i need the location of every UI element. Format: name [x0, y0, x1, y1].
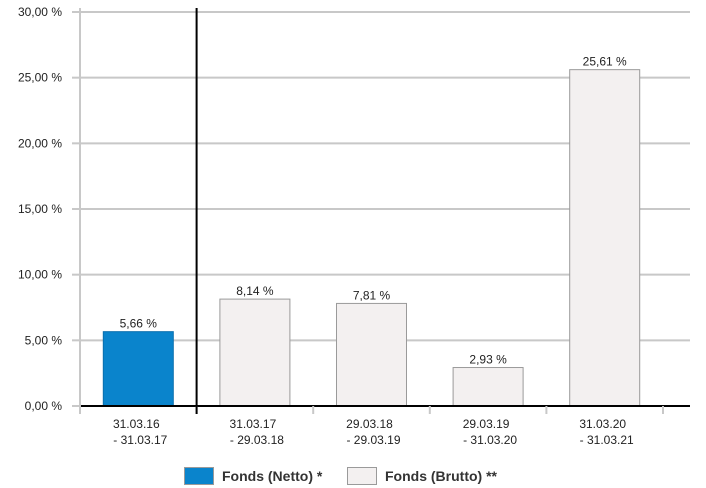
- bars: [102, 69, 641, 407]
- x-tick-label-line1: 31.03.17: [230, 417, 277, 431]
- x-tick-label-line1: 31.03.20: [579, 417, 626, 431]
- bar-value-label: 5,66 %: [120, 317, 158, 331]
- y-tick-label: 30,00 %: [18, 5, 62, 19]
- bar-value-label: 25,61 %: [583, 55, 627, 69]
- y-axis-tick-labels: 0,00 % 5,00 % 10,00 % 15,00 % 20,00 % 25,00 %…: [18, 5, 62, 413]
- axes: [79, 8, 690, 414]
- bar-chart: 0,00 % 5,00 % 10,00 % 15,00 % 20,00 % 25,00 %…: [18, 5, 690, 447]
- legend-swatch-brutto: [347, 467, 377, 485]
- legend-item-brutto[interactable]: Fonds (Brutto) **: [347, 466, 497, 486]
- bar-value-label: 2,93 %: [469, 353, 507, 367]
- y-tick-label: 0,00 %: [25, 399, 63, 413]
- x-tick-label-line1: 31.03.16: [113, 417, 160, 431]
- x-axis-tick-labels: 31.03.16 - 31.03.17 31.03.17 - 29.03.18 29.0…: [113, 417, 634, 447]
- legend-label-brutto: Fonds (Brutto) **: [385, 468, 497, 484]
- x-tick-label-line2: - 29.03.18: [230, 433, 284, 447]
- legend-item-netto[interactable]: Fonds (Netto) *: [184, 466, 322, 486]
- bar: [336, 302, 407, 407]
- x-tick-label-line2: - 31.03.21: [580, 433, 634, 447]
- bar: [102, 331, 174, 407]
- legend: Fonds (Netto) * Fonds (Brutto) **: [0, 466, 706, 488]
- bar: [452, 367, 524, 407]
- x-tick-label-line1: 29.03.19: [463, 417, 510, 431]
- y-tick-label: 15,00 %: [18, 202, 62, 216]
- y-tick-label: 20,00 %: [18, 136, 62, 150]
- x-tick-label-line1: 29.03.18: [346, 417, 393, 431]
- y-tick-label: 5,00 %: [25, 333, 63, 347]
- y-tick-label: 10,00 %: [18, 268, 62, 282]
- x-tick-label-line2: - 31.03.17: [113, 433, 167, 447]
- legend-label-netto: Fonds (Netto) *: [222, 468, 323, 484]
- bar: [219, 298, 291, 407]
- y-tick-label: 25,00 %: [18, 71, 62, 85]
- x-tick-label-line2: - 29.03.19: [346, 433, 400, 447]
- bar: [569, 69, 641, 407]
- value-labels: 5,66 % 8,14 % 7,81 % 2,93 % 25,61 %: [120, 55, 627, 367]
- legend-swatch-netto: [184, 467, 214, 485]
- bar-value-label: 7,81 %: [353, 288, 391, 302]
- bar-value-label: 8,14 %: [236, 284, 274, 298]
- x-tick-label-line2: - 31.03.20: [463, 433, 517, 447]
